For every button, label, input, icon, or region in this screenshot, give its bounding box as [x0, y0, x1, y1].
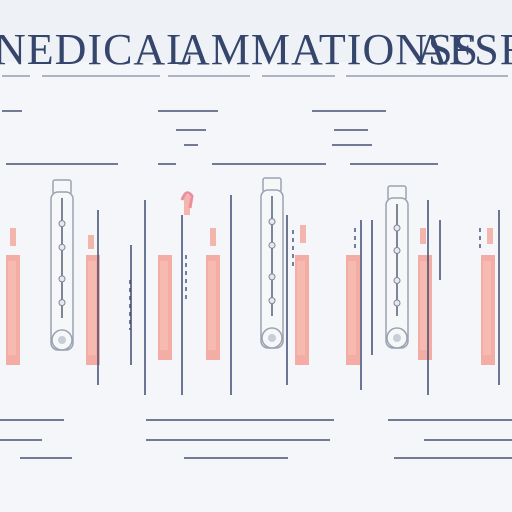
- title-part-3: AFSF: [416, 25, 512, 74]
- salmon-bar-highlight: [297, 261, 305, 355]
- footer-scribbles: [0, 419, 512, 459]
- label-scribbles: [2, 110, 438, 165]
- device-knob: [393, 277, 401, 284]
- salmon-tick: [300, 225, 306, 243]
- device-knob: [268, 241, 276, 249]
- salmon-tick: [184, 195, 190, 215]
- device-knob: [393, 299, 401, 307]
- salmon-tick: [420, 228, 426, 244]
- salmon-bar-highlight: [208, 261, 216, 350]
- salmon-bar-highlight: [88, 261, 96, 355]
- salmon-tick: [487, 228, 493, 244]
- salmon-tick: [88, 235, 94, 249]
- device-bulb-core: [268, 334, 276, 342]
- title-part-2: AMMATIONSS: [178, 25, 479, 74]
- instrument-device: [50, 179, 74, 351]
- device-knob: [58, 243, 66, 251]
- salmon-bar-highlight: [160, 261, 168, 350]
- device-knob: [58, 220, 66, 228]
- device-bulb-core: [58, 336, 66, 344]
- device-knob: [58, 275, 66, 283]
- device-bulb-core: [393, 334, 401, 342]
- bar-group: [6, 195, 500, 395]
- salmon-tick: [10, 228, 16, 246]
- pink-hook: [180, 191, 194, 209]
- salmon-bar-highlight: [8, 261, 16, 355]
- title-part-1: NEDICAL: [0, 25, 195, 74]
- device-knob: [268, 273, 276, 281]
- salmon-bar-highlight: [483, 261, 491, 355]
- instrument-device: [260, 177, 284, 349]
- device-knob: [393, 224, 401, 232]
- device-knob: [268, 297, 276, 305]
- salmon-bar-highlight: [420, 261, 428, 350]
- salmon-tick: [210, 228, 216, 246]
- device-knob: [58, 299, 66, 307]
- device-knob: [393, 247, 401, 254]
- device-group: [50, 177, 409, 351]
- device-knob: [268, 218, 276, 226]
- salmon-bar-highlight: [348, 261, 356, 355]
- instrument-device: [385, 185, 409, 349]
- title-band: [0, 0, 512, 62]
